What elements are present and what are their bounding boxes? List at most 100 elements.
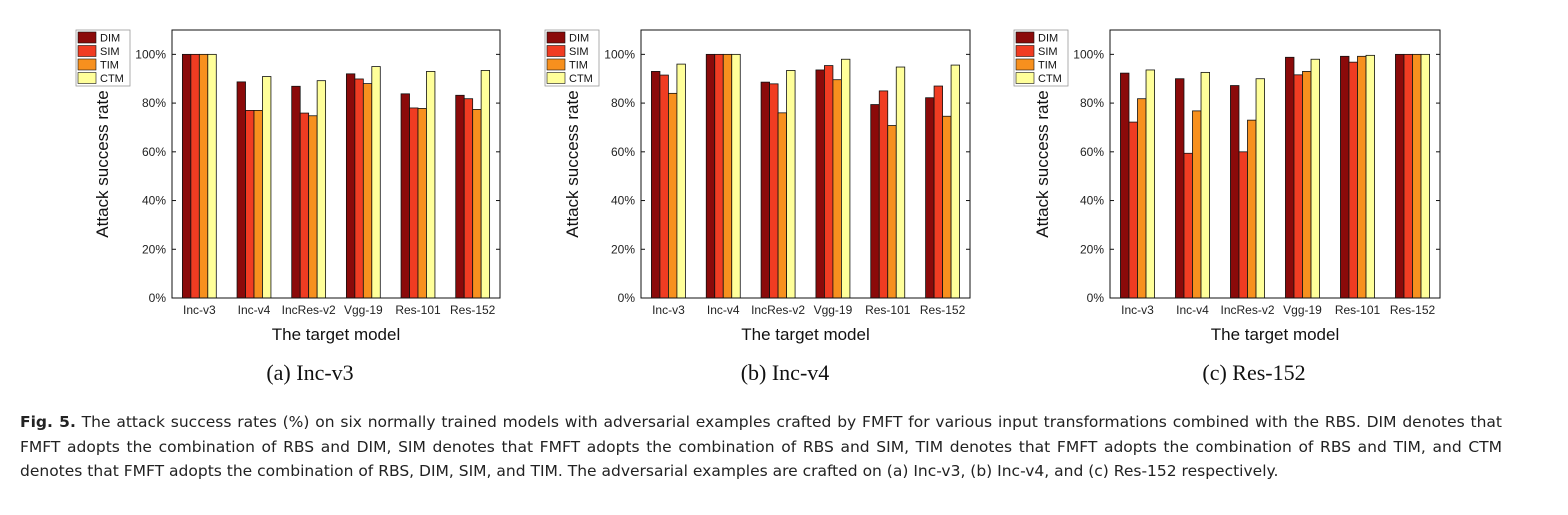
y-tick-label: 100%: [135, 47, 166, 61]
bar-ctm-inc-v4: [262, 76, 272, 299]
y-tick-label: 0%: [149, 291, 167, 305]
x-tick-label: Vgg-19: [344, 303, 383, 317]
bar-dim-inc-v4: [705, 53, 716, 299]
x-tick-label: Inc-v3: [652, 303, 685, 317]
legend-swatch-dim: [77, 31, 97, 44]
legend-label-dim: DIM: [100, 33, 120, 45]
y-tick-label: 80%: [1080, 96, 1104, 110]
y-tick-label: 60%: [1080, 145, 1104, 159]
bar-tim-vgg-19: [1302, 71, 1312, 299]
bar-sim-res-101: [1348, 61, 1358, 299]
bar-sim-res-101: [409, 107, 419, 299]
bar-ctm-incres-v2: [786, 70, 796, 299]
legend-swatch-dim: [546, 31, 566, 44]
bar-dim-inc-v4: [1175, 78, 1185, 299]
y-tick-label: 0%: [618, 291, 636, 305]
legend-swatch-tim: [546, 58, 566, 71]
bar-sim-incres-v2: [1238, 151, 1248, 299]
bar-tim-inc-v4: [722, 53, 733, 299]
bar-sim-inc-v3: [190, 53, 200, 299]
x-tick-label: Res-101: [865, 303, 911, 317]
bar-dim-vgg-19: [815, 69, 825, 299]
bar-ctm-inc-v3: [676, 63, 686, 299]
x-tick-label: Inc-v4: [238, 303, 271, 317]
legend-label-sim: SIM: [100, 46, 120, 58]
bar-sim-incres-v2: [299, 112, 310, 299]
y-tick-label: 40%: [611, 194, 635, 208]
chart-panel-3: Inc-v3 Inc-v4 IncRes-v2 Vgg-19 Res-101 Res-15…: [1013, 29, 1441, 385]
bar-dim-res-101: [870, 104, 880, 299]
bar-dim-incres-v2: [291, 85, 301, 299]
y-tick-label: 20%: [142, 242, 166, 256]
legend-label-ctm: CTM: [100, 73, 124, 85]
caption-label: Fig. 5.: [20, 413, 76, 431]
y-tick-label: 80%: [142, 96, 166, 110]
bar-sim-vgg-19: [824, 65, 834, 299]
legend-swatch-ctm: [1015, 72, 1035, 84]
bar-sim-inc-v3: [1128, 121, 1138, 299]
y-tick-label: 100%: [1073, 47, 1104, 61]
x-axis-label: The target model: [1211, 325, 1340, 344]
x-tick-label: Res-101: [395, 303, 441, 317]
bar-tim-inc-v3: [198, 53, 209, 299]
x-tick-label: Inc-v4: [707, 303, 740, 317]
bar-dim-incres-v2: [760, 81, 770, 299]
legend-swatch-dim: [1015, 31, 1035, 44]
bar-dim-res-152: [455, 94, 465, 299]
y-tick-label: 40%: [142, 194, 166, 208]
y-tick-label: 60%: [142, 145, 166, 159]
x-tick-label: Res-152: [920, 303, 966, 317]
plot-frame: [1109, 29, 1441, 299]
legend-swatch-sim: [1015, 45, 1035, 57]
x-tick-label: Res-152: [450, 303, 496, 317]
bar-tim-vgg-19: [832, 79, 842, 299]
plot-frame: [171, 29, 501, 299]
legend-label-ctm: CTM: [569, 73, 593, 85]
legend-label-sim: SIM: [1038, 46, 1058, 58]
bar-ctm-res-101: [1365, 54, 1375, 299]
x-tick-label: Inc-v3: [1121, 303, 1154, 317]
chart-panel-2: Inc-v3 Inc-v4 IncRes-v2 Vgg-19 Res-101 Res-15…: [544, 29, 971, 385]
legend-label-dim: DIM: [1038, 33, 1058, 45]
legend-label-tim: TIM: [100, 60, 119, 72]
bar-dim-inc-v4: [236, 81, 246, 299]
bar-sim-res-152: [463, 98, 474, 299]
bar-tim-res-152: [1412, 53, 1422, 299]
bar-sim-res-152: [1403, 53, 1413, 299]
bar-tim-res-152: [942, 115, 952, 299]
y-axis-label: Attack success rate: [1033, 90, 1052, 237]
legend-swatch-tim: [77, 58, 97, 71]
bar-dim-inc-v3: [651, 71, 661, 299]
bar-dim-inc-v3: [1120, 72, 1130, 299]
chart-subtitle: (a) Inc-v3: [266, 360, 353, 385]
bar-tim-incres-v2: [777, 112, 787, 299]
legend-swatch-sim: [546, 45, 566, 57]
bar-sim-vgg-19: [1293, 74, 1303, 299]
x-tick-label: Vgg-19: [814, 303, 853, 317]
legend-swatch-ctm: [77, 72, 97, 84]
y-axis-label: Attack success rate: [93, 90, 112, 237]
bar-sim-res-152: [933, 85, 943, 299]
y-tick-label: 100%: [604, 47, 635, 61]
bar-ctm-inc-v3: [1145, 69, 1155, 299]
legend-label-sim: SIM: [569, 46, 589, 58]
bar-tim-inc-v3: [668, 92, 678, 299]
bar-ctm-inc-v4: [731, 53, 741, 299]
legend-swatch-tim: [1015, 58, 1035, 71]
legend-label-ctm: CTM: [1038, 73, 1062, 85]
x-tick-label: Res-101: [1335, 303, 1381, 317]
chart-panel-1: Inc-v3 Inc-v4 IncRes-v2 Vgg-19 Res-101 Res-15…: [75, 29, 501, 385]
bar-ctm-vgg-19: [371, 66, 381, 299]
y-tick-label: 20%: [611, 242, 635, 256]
x-tick-label: IncRes-v2: [282, 303, 336, 317]
bar-dim-res-152: [1395, 53, 1405, 299]
bar-tim-res-101: [1357, 55, 1367, 299]
y-axis-label: Attack success rate: [563, 90, 582, 237]
bar-ctm-vgg-19: [841, 58, 851, 299]
x-tick-label: IncRes-v2: [1220, 303, 1274, 317]
bar-tim-vgg-19: [362, 83, 373, 299]
bar-sim-res-101: [878, 90, 889, 299]
x-axis-label: The target model: [272, 325, 401, 344]
chart-subtitle: (c) Res-152: [1202, 360, 1305, 385]
